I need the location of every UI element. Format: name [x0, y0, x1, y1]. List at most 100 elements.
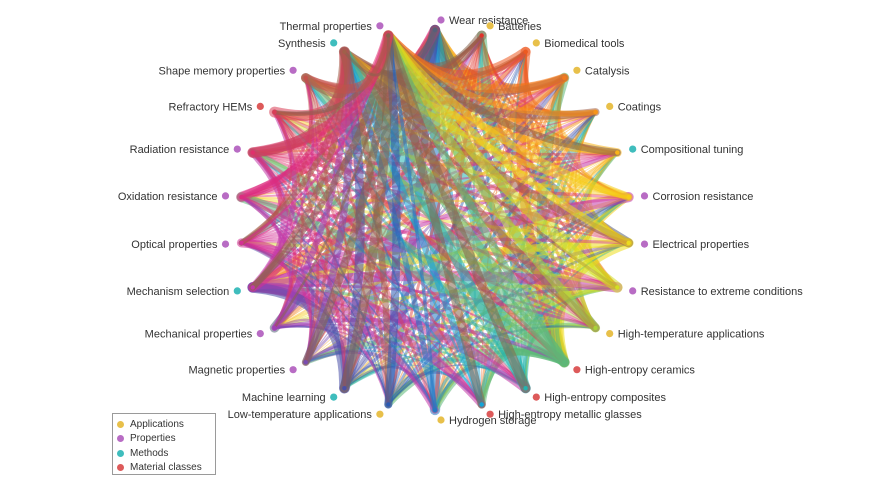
node-label-low-temperature-applications: Low-temperature applications: [228, 409, 373, 421]
node-label-magnetic-properties: Magnetic properties: [188, 365, 285, 377]
chord-links: [236, 24, 634, 416]
node-label-shape-memory-properties: Shape memory properties: [159, 65, 286, 77]
node-label-thermal-properties: Thermal properties: [280, 21, 373, 33]
chord-link: [386, 33, 437, 412]
node-endpoint-wear-resistance: [432, 27, 438, 33]
category-dot-icon: [330, 393, 338, 401]
node-endpoint-mechanism-selection: [250, 285, 255, 290]
chord-link: [524, 242, 630, 389]
node-label-high-entropy-metallic-glasses: High-entropy metallic glasses: [498, 409, 642, 421]
node-endpoint-magnetic-properties: [303, 360, 308, 365]
node-endpoint-biomedical-tools: [523, 49, 528, 54]
node-label-radiation-resistance: Radiation resistance: [130, 144, 230, 156]
category-dot-icon: [437, 16, 445, 24]
chord-link: [274, 308, 596, 329]
applications-dot-icon: [117, 420, 124, 428]
legend-label: Applications: [130, 418, 184, 430]
legend-label: Properties: [130, 433, 176, 445]
node-endpoint-high-entropy-ceramics: [562, 360, 567, 365]
node-label-electrical-properties: Electrical properties: [653, 239, 750, 251]
chord-link: [383, 30, 601, 333]
category-dot-icon: [640, 192, 649, 200]
category-dot-icon: [532, 393, 540, 401]
category-dot-icon: [532, 39, 540, 47]
chord-link: [240, 242, 390, 406]
node-endpoint-optical-properties: [239, 240, 244, 246]
category-dot-icon: [330, 39, 338, 47]
legend-item-material-classes: Material classes: [117, 461, 211, 476]
node-endpoint-corrosion-resistance: [626, 194, 631, 200]
node-endpoint-coatings: [593, 109, 598, 115]
chord-link: [273, 110, 528, 390]
node-label-catalysis: Catalysis: [585, 65, 630, 77]
node-label-high-entropy-composites: High-entropy composites: [544, 392, 666, 404]
node-label-biomedical-tools: Biomedical tools: [544, 38, 625, 50]
node-endpoint-oxidation-resistance: [239, 194, 244, 200]
node-endpoint-thermal-properties: [386, 33, 391, 38]
node-endpoint-high-entropy-metallic-glasses: [479, 402, 484, 407]
chord-link: [251, 151, 483, 406]
chord-link: [273, 110, 483, 406]
node-label-compositional-tuning: Compositional tuning: [641, 144, 744, 156]
category-dot-icon: [486, 410, 494, 418]
category-dot-icon: [573, 366, 581, 374]
category-dot-icon: [629, 145, 637, 153]
legend: Applications Properties Methods Material…: [112, 413, 216, 475]
legend-item-methods: Methods: [117, 446, 211, 461]
category-dot-icon: [221, 192, 230, 200]
node-endpoint-electrical-properties: [626, 240, 631, 246]
material-classes-dot-icon: [117, 464, 124, 472]
node-endpoint-catalysis: [562, 75, 567, 81]
node-label-synthesis: Synthesis: [278, 38, 326, 50]
node-endpoint-refractory-hems: [272, 109, 277, 115]
node-endpoint-resistance-to-extreme-conditions: [615, 285, 620, 290]
chord-link: [383, 30, 531, 394]
node-endpoint-high-entropy-composites: [523, 386, 528, 391]
node-label-resistance-to-extreme-conditions: Resistance to extreme conditions: [641, 286, 804, 298]
chord-link: [524, 286, 618, 389]
legend-item-applications: Applications: [117, 417, 211, 432]
chord-link: [240, 196, 483, 406]
node-label-hydrogen-storage: Hydrogen storage: [449, 415, 536, 427]
category-dot-icon: [221, 240, 230, 248]
node-endpoint-radiation-resistance: [250, 150, 255, 155]
node-label-optical-properties: Optical properties: [131, 239, 218, 251]
category-dot-icon: [289, 366, 297, 374]
node-label-refractory-hems: Refractory HEMs: [169, 101, 253, 113]
properties-dot-icon: [117, 435, 124, 443]
category-dot-icon: [233, 145, 241, 153]
category-dot-icon: [376, 410, 384, 418]
node-endpoint-compositional-tuning: [615, 150, 620, 155]
chord-link: [240, 196, 277, 244]
category-dot-icon: [289, 66, 297, 74]
chord-link: [342, 33, 390, 77]
chord-link: [342, 285, 619, 390]
legend-label: Methods: [130, 447, 169, 459]
chord-link: [240, 195, 313, 364]
node-label-oxidation-resistance: Oxidation resistance: [118, 191, 218, 203]
chord-link: [384, 31, 486, 409]
node-endpoint-hydrogen-storage: [432, 407, 438, 413]
category-dot-icon: [573, 66, 581, 74]
chord-link: [386, 50, 527, 406]
category-dot-icon: [437, 416, 445, 424]
node-endpoint-mechanical-properties: [272, 325, 277, 331]
node-label-corrosion-resistance: Corrosion resistance: [653, 191, 754, 203]
node-label-mechanical-properties: Mechanical properties: [145, 329, 253, 341]
category-dot-icon: [256, 330, 264, 338]
category-dot-icon: [606, 330, 614, 338]
node-endpoint-synthesis: [342, 49, 347, 54]
category-dot-icon: [233, 287, 241, 295]
chord-link: [301, 31, 393, 367]
category-dot-icon: [256, 102, 264, 110]
methods-dot-icon: [117, 449, 124, 457]
category-dot-icon: [486, 22, 494, 30]
node-label-high-entropy-ceramics: High-entropy ceramics: [585, 365, 696, 377]
legend-item-properties: Properties: [117, 432, 211, 447]
node-label-high-temperature-applications: High-temperature applications: [618, 329, 765, 341]
chord-link: [240, 196, 345, 389]
node-label-mechanism-selection: Mechanism selection: [127, 286, 230, 298]
category-dot-icon: [606, 102, 614, 110]
